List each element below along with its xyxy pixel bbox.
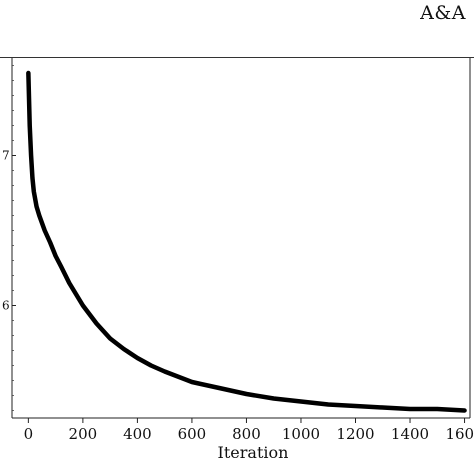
x-tick-label: 0: [24, 425, 34, 443]
plot-frame: [11, 58, 471, 419]
y-tick-label: 6: [2, 299, 10, 313]
series-layer: [26, 70, 467, 413]
x-axis-ticks: 0 200 400 600 800 1000 1200 1400 1600: [24, 418, 474, 443]
header-rule: [0, 57, 474, 58]
x-tick-label: 1000: [282, 425, 320, 443]
y-axis-ticks: 67: [2, 149, 16, 313]
journal-header-mark: A&A: [420, 2, 466, 24]
x-tick-label: 600: [178, 425, 207, 443]
x-axis-label: Iteration: [218, 443, 289, 462]
x-tick-label: 800: [232, 425, 261, 443]
x-tick-label: 1200: [336, 425, 374, 443]
x-tick-label: 1400: [391, 425, 429, 443]
x-tick-label: 1600: [445, 425, 474, 443]
y-tick-label: 7: [2, 149, 10, 163]
x-tick-label: 400: [123, 425, 152, 443]
loss-series-line: [26, 70, 467, 413]
x-tick-label: 200: [69, 425, 98, 443]
